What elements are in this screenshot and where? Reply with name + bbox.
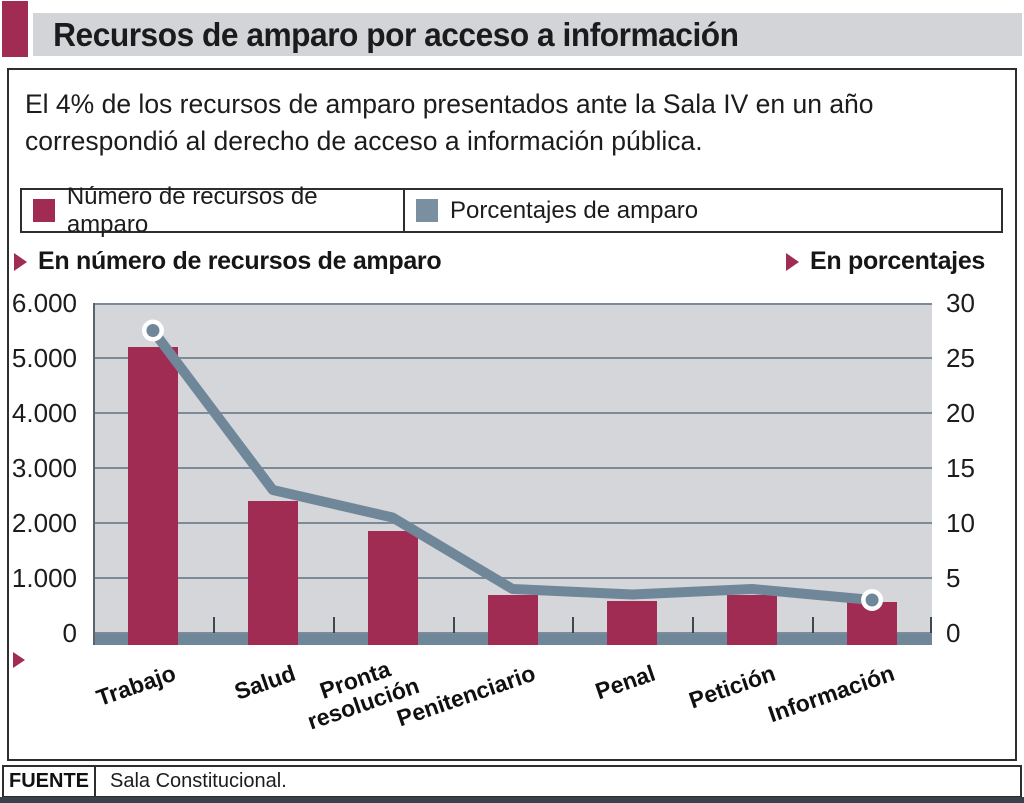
y-axis-tick-label-left: 3.000 — [11, 453, 77, 483]
x-axis-tick — [930, 617, 932, 633]
bar-pronta-resolución — [367, 531, 418, 645]
line-marker — [146, 324, 160, 337]
legend-swatch-line — [416, 199, 438, 222]
y-axis-tick-label-right: 20 — [946, 398, 975, 428]
left-axis-header: En número de recursos de amparo — [14, 247, 442, 276]
bar-trabajo — [127, 347, 178, 645]
arrow-right-icon — [14, 252, 27, 271]
gridline — [93, 303, 932, 305]
source-value: Sala Constitucional. — [110, 770, 287, 792]
x-axis-tick — [812, 617, 815, 633]
bottom-accent-bar — [0, 797, 1024, 803]
x-axis-tick — [332, 617, 335, 633]
gridline — [93, 577, 932, 579]
right-axis-title: En porcentajes — [810, 247, 986, 275]
bar-penal — [607, 601, 658, 645]
bar-penitenciario — [487, 594, 538, 645]
header-bar: Recursos de amparo por acceso a informac… — [33, 13, 1022, 56]
x-axis-tick — [572, 617, 575, 633]
arrow-right-icon — [786, 252, 799, 271]
intro-text: El 4% de los recursos de amparo presenta… — [25, 89, 874, 156]
gridline — [93, 357, 932, 359]
y-axis-tick-label-right: 25 — [946, 343, 975, 373]
header-accent-block — [2, 1, 28, 57]
y-axis-tick-label-left: 4.000 — [11, 398, 77, 428]
source-label: FUENTE — [4, 767, 96, 796]
gridline — [93, 412, 932, 414]
y-axis-tick-label-left: 0 — [62, 618, 77, 648]
legend-label: Porcentajes de amparo — [450, 196, 699, 224]
bar-salud — [247, 501, 298, 645]
y-axis-tick-label-left: 1.000 — [11, 563, 77, 593]
x-axis-tick — [452, 617, 455, 633]
gridline — [93, 522, 932, 524]
y-axis-tick-label-right: 10 — [946, 508, 975, 538]
y-axis-tick-label-right: 5 — [946, 563, 961, 593]
legend-label: Número de recursos de amparo — [66, 182, 318, 238]
y-axis-tick-label-right: 15 — [946, 453, 975, 483]
chart-legend: Número de recursos de amparo Porcentajes… — [20, 183, 1003, 238]
y-axis-tick-label-left: 6.000 — [11, 288, 77, 318]
y-axis-tick-label-right: 0 — [946, 618, 961, 648]
y-axis-line — [93, 303, 95, 645]
x-axis-tick — [692, 617, 695, 633]
page-title: Recursos de amparo por acceso a informac… — [53, 16, 739, 53]
x-axis-tick — [212, 617, 215, 633]
line-marker — [865, 593, 879, 607]
legend-item-porcentajes: Porcentajes de amparo — [405, 190, 1001, 231]
legend-item-recursos: Número de recursos de amparo — [22, 183, 405, 238]
plot-area — [93, 303, 932, 645]
gridline — [93, 467, 932, 469]
bar-petición — [727, 594, 778, 645]
left-axis-title: En número de recursos de amparo — [38, 247, 442, 275]
trend-line — [148, 327, 873, 605]
y-axis-tick-label-right: 30 — [946, 288, 975, 318]
right-axis-header: En porcentajes — [786, 247, 985, 276]
trend-line-layer — [141, 319, 884, 611]
y-axis-tick-label-left: 5.000 — [11, 343, 77, 373]
legend-swatch-bar — [33, 199, 55, 222]
y-axis-tick-label-left: 2.000 — [11, 508, 77, 538]
arrow-right-icon — [13, 652, 25, 668]
source-row: FUENTE Sala Constitucional. — [2, 765, 1022, 798]
